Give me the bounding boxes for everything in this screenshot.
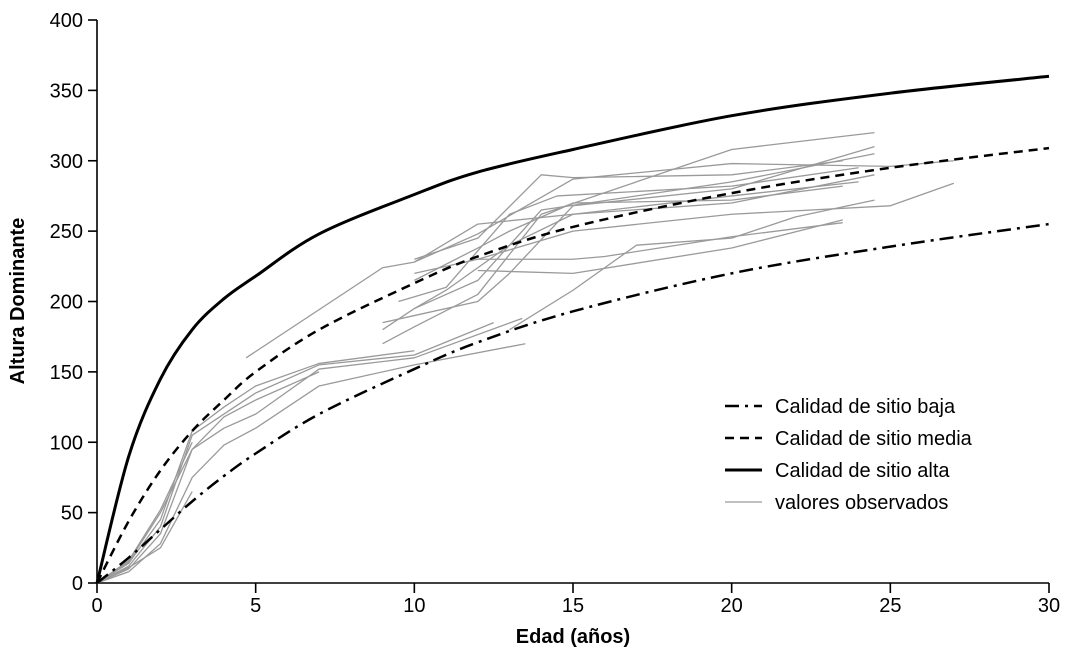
observed-line [96, 317, 523, 584]
y-axis-title: Altura Dominante [7, 218, 29, 385]
observed-line [477, 219, 843, 275]
y-tick-label: 250 [50, 221, 83, 243]
curve-alta [95, 74, 1050, 584]
observed-line [96, 322, 494, 584]
x-axis-title: Edad (años) [516, 626, 630, 648]
curve-media [95, 146, 1050, 584]
x-tick-label: 30 [1038, 595, 1060, 617]
observed-line [382, 146, 875, 324]
observed-line [477, 222, 843, 260]
y-tick-label: 400 [50, 10, 83, 32]
observed-line [398, 167, 859, 303]
observed-lines [96, 131, 955, 584]
observed-line [414, 160, 843, 260]
legend-label-media: Calidad de sitio media [775, 428, 973, 450]
legend: Calidad de sitio baja Calidad de sitio m… [725, 396, 973, 514]
x-tick-label: 20 [721, 595, 743, 617]
y-tick-label: 50 [61, 503, 83, 525]
x-tick-label: 5 [250, 595, 261, 617]
observed-line [96, 491, 193, 584]
legend-label-observados: valores observados [775, 492, 948, 514]
site-quality-curves [95, 74, 1050, 584]
observed-line [382, 131, 875, 345]
y-tick-label: 100 [50, 432, 83, 454]
legend-label-alta: Calidad de sitio alta [775, 460, 950, 482]
y-tick-label: 0 [72, 573, 83, 595]
curve-baja [96, 222, 1050, 584]
x-tick-label: 10 [403, 595, 425, 617]
x-tick-label: 15 [562, 595, 584, 617]
observed-line [96, 441, 193, 584]
observed-line [245, 160, 954, 359]
observed-line [96, 343, 526, 584]
observed-line [509, 199, 875, 331]
observed-line [414, 181, 859, 310]
observed-line [96, 371, 320, 584]
y-tick-label: 200 [50, 292, 83, 314]
observed-line [414, 182, 955, 274]
y-tick-label: 300 [50, 151, 83, 173]
x-tick-label: 25 [879, 595, 901, 617]
y-tick-label: 350 [50, 80, 83, 102]
legend-label-baja: Calidad de sitio baja [775, 396, 956, 418]
y-tick-label: 150 [50, 362, 83, 384]
x-tick-label: 0 [91, 595, 102, 617]
observed-line [96, 350, 415, 584]
